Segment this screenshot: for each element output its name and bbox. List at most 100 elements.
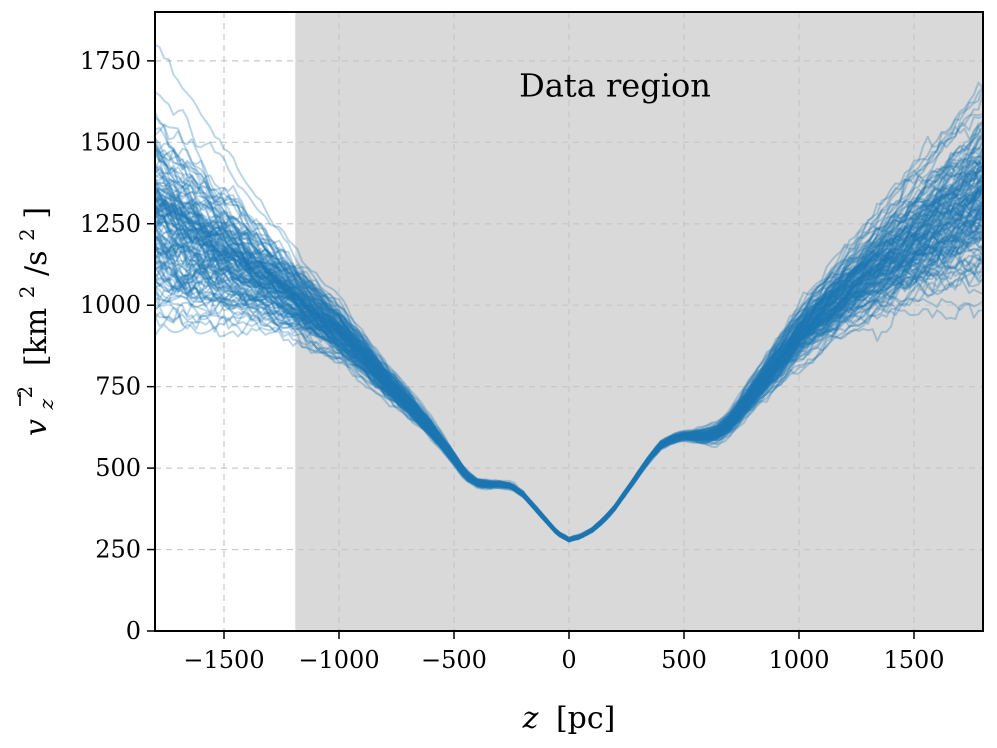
sample-curve <box>154 153 984 541</box>
x-tick-label: 1500 <box>883 646 944 674</box>
sample-curve <box>154 146 984 541</box>
sample-curve <box>154 217 984 541</box>
sample-curve <box>154 86 984 541</box>
sample-curve <box>154 148 984 541</box>
sample-curve <box>154 186 984 539</box>
y-tick-label: 1500 <box>80 128 141 156</box>
x-tick-label: 1000 <box>768 646 829 674</box>
sample-curve <box>154 166 984 541</box>
x-tick-label: −1500 <box>183 646 264 674</box>
sample-curve <box>154 175 984 542</box>
y-tick-label: 1750 <box>80 47 141 75</box>
sample-curve <box>154 199 984 542</box>
sample-curve <box>154 183 984 540</box>
sample-curve <box>154 201 984 542</box>
sample-curve <box>154 224 984 540</box>
sample-curve <box>154 247 984 541</box>
sample-curve <box>154 139 984 540</box>
sample-curve <box>154 123 984 543</box>
sample-curve <box>154 163 984 542</box>
x-axis-ticks: −1500 −1000 −500 0 500 1000 1500 <box>183 631 945 674</box>
sample-curve <box>154 146 984 540</box>
sample-curve <box>154 126 984 542</box>
sample-curve <box>154 219 984 540</box>
sample-curve <box>154 235 984 541</box>
grid <box>155 12 983 632</box>
sample-curve <box>154 93 984 542</box>
sample-curve <box>154 160 984 541</box>
sample-curve <box>154 188 984 542</box>
sample-curve <box>154 173 984 542</box>
sample-curve <box>154 147 984 540</box>
sample-curve <box>154 164 984 542</box>
sample-curve <box>154 165 984 541</box>
sample-curve <box>154 209 984 543</box>
sample-curve <box>154 192 984 543</box>
sample-curve <box>154 161 984 541</box>
sample-curves <box>154 43 984 543</box>
sample-curve <box>154 205 984 542</box>
x-tick-label: −500 <box>421 646 487 674</box>
sample-curve <box>154 166 984 542</box>
y-axis-unit-a: [km <box>19 308 54 366</box>
sample-curve <box>154 185 984 541</box>
sample-curve <box>154 176 984 541</box>
sample-curve <box>154 144 984 540</box>
sample-curve <box>154 148 984 541</box>
sample-curve <box>154 123 984 542</box>
sample-curve <box>154 199 984 540</box>
sample-curve <box>154 87 984 541</box>
sample-curve <box>154 91 984 540</box>
sample-curve <box>154 165 984 541</box>
sample-curve <box>154 150 984 541</box>
sample-curve <box>154 158 983 542</box>
y-tick-label: 500 <box>95 454 141 482</box>
sample-curve <box>154 111 984 543</box>
sample-curve <box>154 189 984 542</box>
sample-curve <box>154 174 984 542</box>
sample-curve <box>154 159 984 541</box>
sample-curve <box>154 187 984 541</box>
sample-curve <box>154 199 984 540</box>
sample-curve <box>154 182 984 542</box>
sample-curve <box>154 185 984 540</box>
x-axis-label: z [pc] <box>522 701 616 736</box>
sample-curve <box>154 177 984 541</box>
x-axis-unit: [pc] <box>556 701 615 736</box>
sample-curve <box>154 233 984 541</box>
sample-curve <box>154 163 984 542</box>
sample-curve <box>154 186 984 542</box>
sample-curve <box>154 225 984 542</box>
sample-curve <box>154 229 984 541</box>
sample-curve <box>154 210 984 542</box>
sample-curve <box>154 186 984 541</box>
sample-curve <box>798 255 984 335</box>
x-axis-variable: z <box>522 701 539 736</box>
sample-curve <box>154 213 984 542</box>
sample-curve <box>154 222 984 541</box>
sample-curve <box>154 180 984 542</box>
sample-curve <box>154 174 984 541</box>
plot-area: Data region <box>154 12 984 632</box>
y-tick-label: 1250 <box>80 210 141 238</box>
sample-curve <box>154 127 984 542</box>
sample-curve <box>154 127 984 541</box>
y-axis-ticks: 0 250 500 750 1000 1250 1500 1750 <box>80 47 155 645</box>
x-tick-label: −1000 <box>298 646 379 674</box>
y-tick-label: 250 <box>95 536 141 564</box>
y-axis-unit-c: ] <box>19 207 54 219</box>
y-axis-unit-sup1: 2 <box>15 286 39 299</box>
sample-curve <box>154 119 984 540</box>
sample-curve <box>154 186 984 542</box>
y-tick-label: 750 <box>95 373 141 401</box>
sample-curve <box>154 153 984 541</box>
sample-curve <box>154 180 984 542</box>
sample-curve <box>154 134 984 541</box>
sample-curve <box>154 186 984 542</box>
sample-curve <box>154 43 340 333</box>
sample-curve <box>154 198 984 541</box>
sample-curve <box>154 209 984 539</box>
sample-curve <box>154 179 984 541</box>
sample-curve <box>154 155 984 541</box>
